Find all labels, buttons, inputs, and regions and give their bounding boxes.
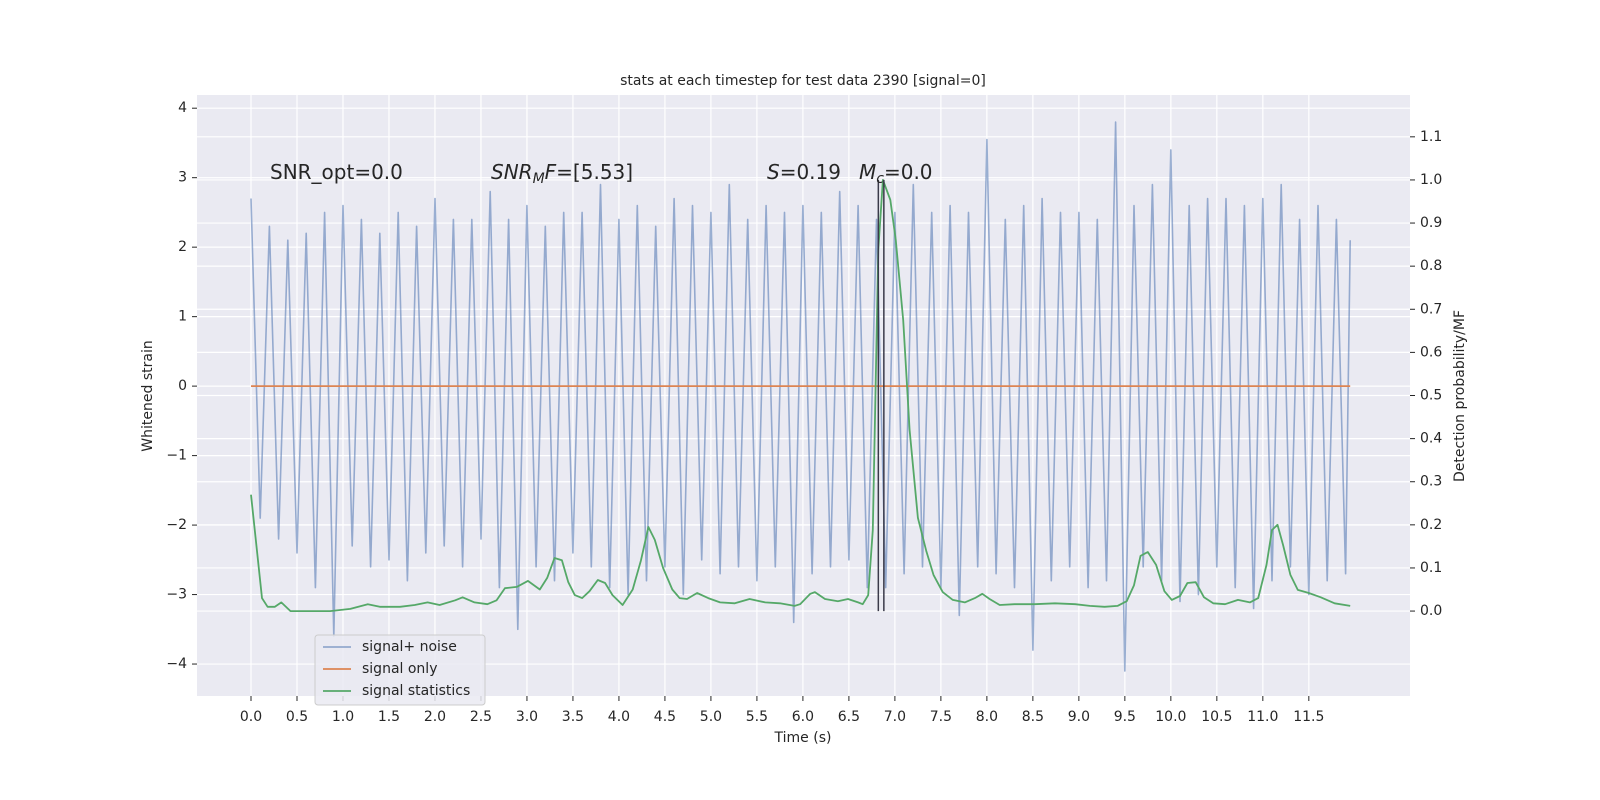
legend-label: signal statistics	[362, 683, 470, 699]
x-tick-label: 3.0	[516, 709, 538, 725]
y-axis-label: Whitened strain	[140, 340, 156, 451]
x-tick-label: 2.0	[424, 709, 446, 725]
x-tick-label: 5.5	[746, 709, 768, 725]
series-line	[250, 121, 1351, 672]
x-tick-label: 9.5	[1114, 709, 1136, 725]
y-tick-label: 3	[178, 170, 187, 186]
x-tick-label: 8.5	[1022, 709, 1044, 725]
x-tick-label: 6.0	[792, 709, 814, 725]
x-tick-label: 11.0	[1247, 709, 1278, 725]
x-tick-label: 9.0	[1068, 709, 1090, 725]
x-tick-label: 5.0	[700, 709, 722, 725]
annotation-part: M	[859, 160, 876, 184]
annotation: SNRMF=[5.53]	[491, 160, 633, 188]
y-tick-label: 2	[178, 239, 187, 255]
annotation: Mc=0.0	[859, 160, 933, 188]
annotation-part: =0.19	[780, 160, 841, 184]
y2-tick-label: 0.7	[1420, 301, 1442, 317]
x-tick-label: 7.0	[884, 709, 906, 725]
grid	[197, 95, 1410, 696]
x-tick-label: 1.0	[332, 709, 354, 725]
y2-tick-label: 0.4	[1420, 431, 1442, 447]
x-tick-label: 3.5	[562, 709, 584, 725]
y-tick-label: 1	[178, 309, 187, 325]
annotation-part: =[5.53]	[556, 160, 633, 184]
y-tick-label: 0	[178, 378, 187, 394]
legend-label: signal+ noise	[362, 639, 457, 655]
y2-tick-label: 0.8	[1420, 258, 1442, 274]
x-tick-label: 11.5	[1293, 709, 1324, 725]
annotation-part: SNR	[491, 160, 533, 184]
legend-frame	[314, 634, 486, 706]
y-tick-label: −3	[166, 587, 187, 603]
x-tick-label: 0.5	[286, 709, 308, 725]
annotation-part: F	[545, 160, 557, 184]
x-tick-label: 8.0	[976, 709, 998, 725]
x-tick-label: 7.5	[930, 709, 952, 725]
y2-tick-label: 0.3	[1420, 474, 1442, 490]
x-tick-label: 2.5	[470, 709, 492, 725]
annotation-part: c	[876, 171, 884, 187]
x-tick-label: 10.0	[1155, 709, 1186, 725]
annotation: S=0.19	[767, 160, 841, 184]
y2-tick-label: 0.1	[1420, 560, 1442, 576]
x-axis-label: Time (s)	[774, 730, 832, 746]
y2-tick-label: 0.0	[1420, 603, 1442, 619]
chart-title: stats at each timestep for test data 239…	[620, 73, 986, 89]
x-tick-label: 6.5	[838, 709, 860, 725]
annotation-part: M	[533, 171, 545, 187]
x-tick-label: 10.5	[1201, 709, 1232, 725]
y2-tick-label: 0.9	[1420, 215, 1442, 231]
legend: signal+ noise signal only signal statistic…	[314, 634, 486, 706]
y-tick-label: −1	[166, 448, 187, 464]
y-tick-label: 4	[178, 100, 187, 116]
y2-tick-label: 1.1	[1420, 129, 1442, 145]
annotation-part: =0.0	[884, 160, 933, 184]
x-tick-label: 4.0	[608, 709, 630, 725]
series-line	[250, 179, 1351, 612]
y-tick-label: −4	[166, 656, 187, 672]
y2-tick-label: 0.5	[1420, 388, 1442, 404]
y2-axis-label: Detection probability/MF	[1452, 310, 1468, 482]
annotation-part: SNR_opt=0.0	[270, 160, 403, 184]
x-tick-label: 1.5	[378, 709, 400, 725]
y-tick-label: −2	[166, 517, 187, 533]
annotation-part: S	[767, 160, 780, 184]
y2-tick-label: 0.2	[1420, 517, 1442, 533]
y2-tick-label: 1.0	[1420, 172, 1442, 188]
x-tick-label: 0.0	[240, 709, 262, 725]
annotation: SNR_opt=0.0	[270, 160, 403, 184]
y2-tick-label: 0.6	[1420, 344, 1442, 360]
x-tick-label: 4.5	[654, 709, 676, 725]
legend-label: signal only	[362, 661, 437, 677]
